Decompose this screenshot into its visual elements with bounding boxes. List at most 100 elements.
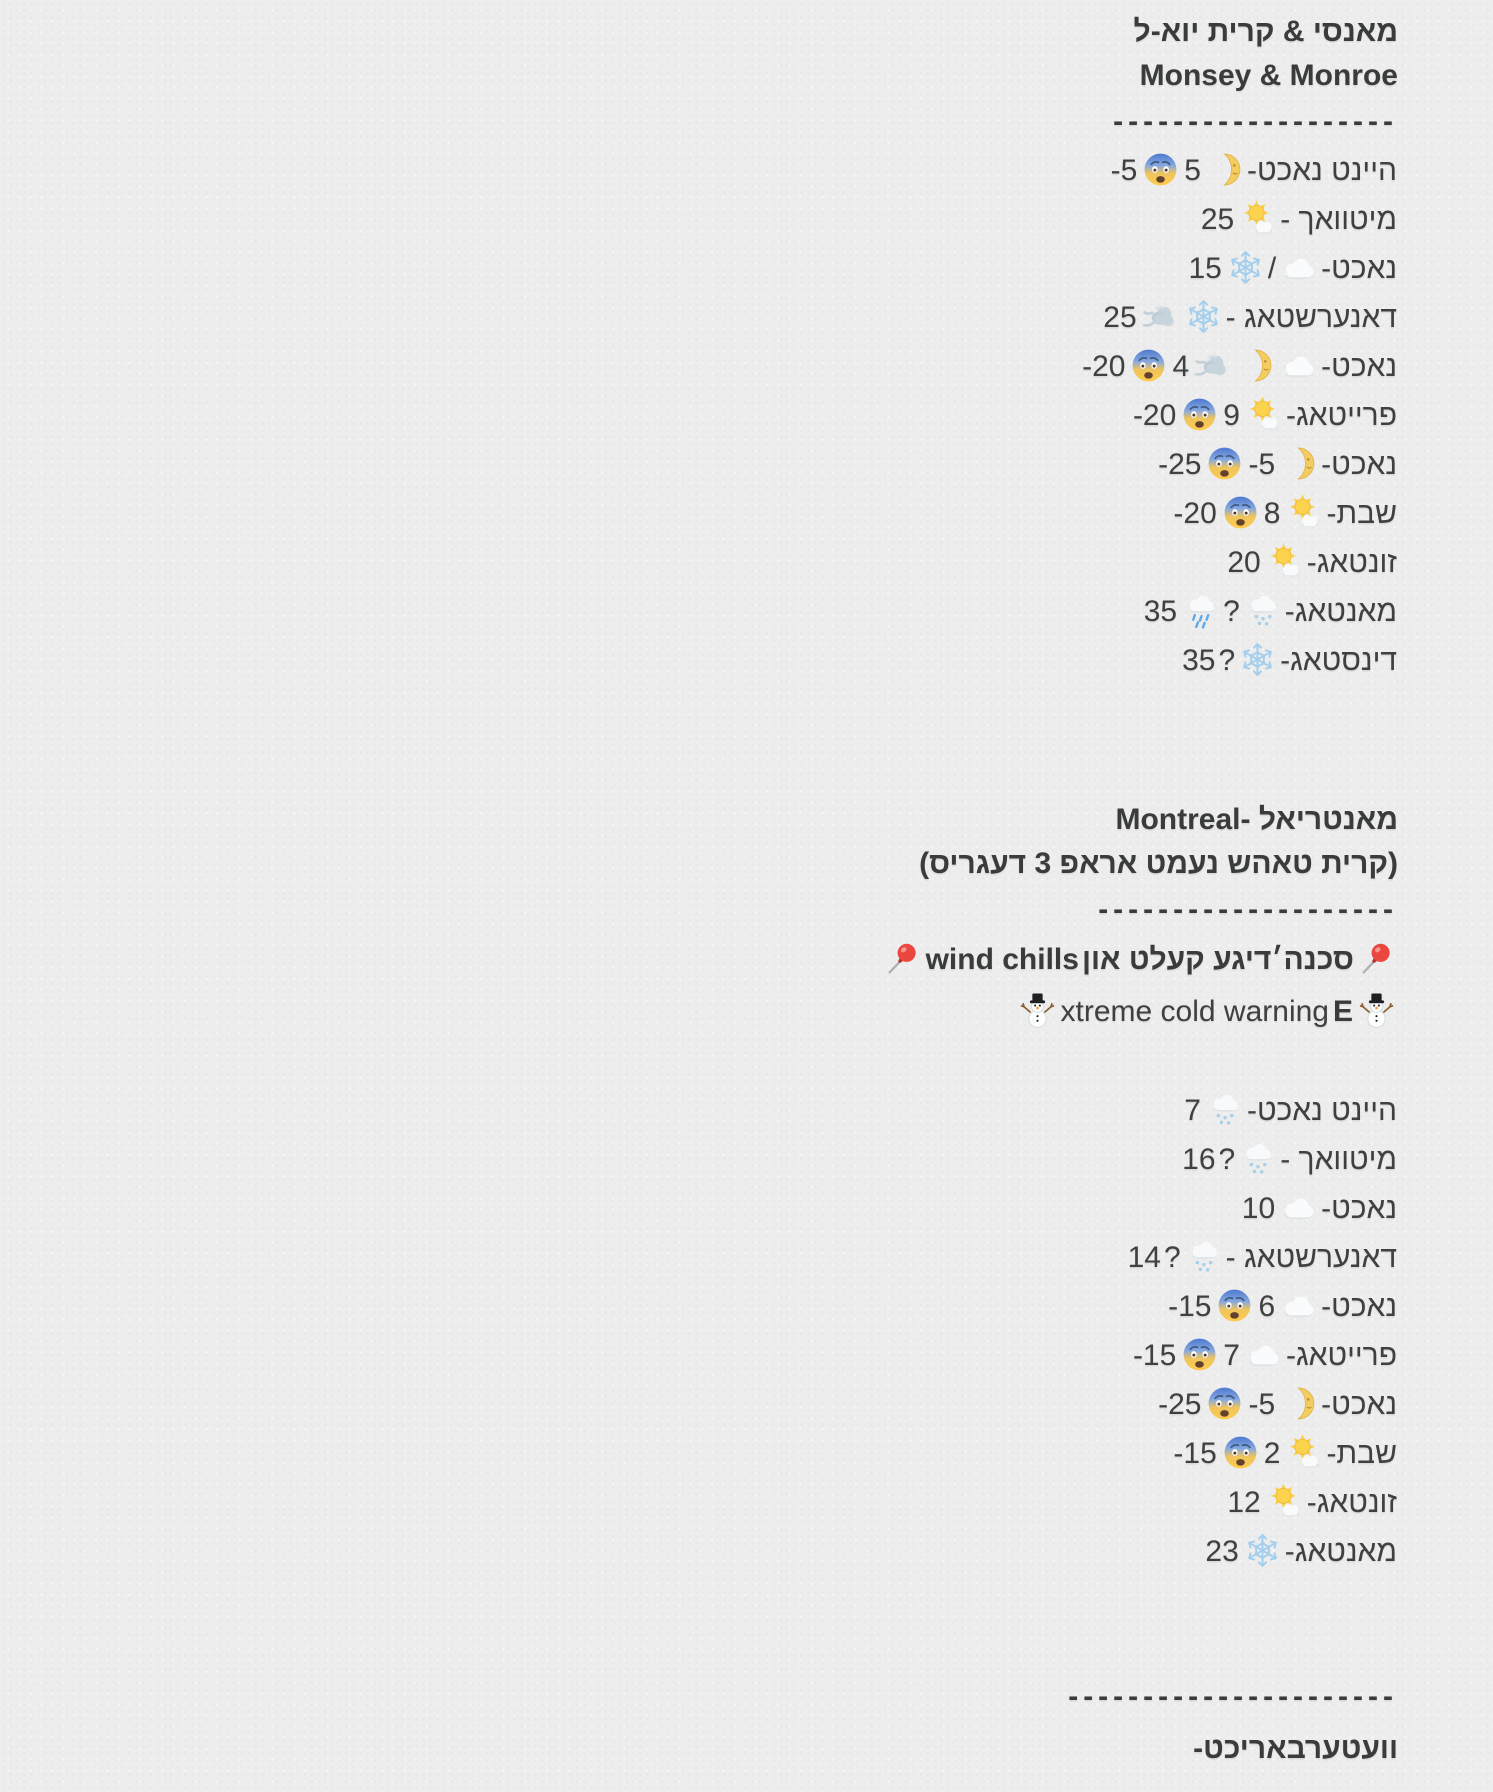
- text-run: 7: [1223, 1339, 1240, 1372]
- snowflake-icon: [1185, 298, 1222, 335]
- wind-gust-icon: [1194, 347, 1231, 384]
- forecast-line-wednesday: מיטוואך - 25: [881, 195, 1398, 244]
- text-run: פרייטאג-: [1285, 399, 1397, 432]
- text-run: היינט נאכט-: [1246, 154, 1397, 187]
- forecast-line-shabbos: שבת- 8 -20: [881, 489, 1398, 538]
- forecast-line-night: נאכט- -5 -25: [881, 1380, 1398, 1429]
- text-run: ?: [1223, 595, 1240, 628]
- text-run: פרייטאג-: [1285, 1339, 1397, 1372]
- forecast-line-night: נאכט- -5 -25: [881, 440, 1398, 489]
- cloud-icon: [1280, 347, 1317, 384]
- sun-behind-small-cloud-icon: [1239, 200, 1276, 237]
- text-run: -5: [1248, 1388, 1276, 1421]
- text-run: דינסטאג-: [1280, 644, 1397, 677]
- text-run: 6: [1258, 1290, 1276, 1323]
- forecast-line-night: נאכט- 6 -15: [881, 1282, 1398, 1331]
- text-run: 12: [1227, 1486, 1261, 1519]
- text-run: 15: [1188, 252, 1222, 285]
- fearful-face-icon: [1222, 1434, 1259, 1471]
- text-run: -20: [1082, 350, 1126, 383]
- text-run: נאכט-: [1321, 1192, 1397, 1225]
- text-run: -25: [1158, 448, 1202, 481]
- cloud-with-snow-icon: [1185, 1238, 1222, 1275]
- fearful-face-icon: [1206, 1385, 1243, 1422]
- text-run: זונטאג-: [1306, 1486, 1397, 1519]
- forecast-line-shabbos: שבת- 2 -15: [881, 1429, 1398, 1478]
- alert-wind-chills: סכנה׳דיגע קעלט אוןwind chills: [881, 934, 1398, 986]
- text-run: 35: [1182, 644, 1216, 677]
- sun-behind-small-cloud-icon: [1266, 1483, 1303, 1520]
- text-run: ?: [1218, 1143, 1236, 1176]
- text-run: 5: [1184, 154, 1201, 187]
- fearful-face-icon: [1181, 396, 1218, 433]
- sun-behind-small-cloud-icon: [1245, 396, 1282, 433]
- text-run: 25: [1200, 203, 1235, 236]
- text-run: 9: [1223, 399, 1240, 432]
- wind-gust-icon: [1142, 298, 1179, 335]
- text-run: נאכט-: [1321, 1388, 1397, 1421]
- text-run: מאנטאג-: [1284, 1535, 1397, 1568]
- text-run: שבת-: [1326, 1437, 1397, 1470]
- forecast-line-thursday: דאנערשטאג -?14: [881, 1233, 1398, 1282]
- text-run: -25: [1158, 1388, 1202, 1421]
- text-run: נאכט-: [1321, 448, 1397, 481]
- forecast-line-tuesday: דינסטאג-?35: [881, 636, 1398, 685]
- text-run: 2: [1263, 1437, 1281, 1470]
- text-run: 10: [1241, 1192, 1276, 1225]
- snowman-icon: [1358, 992, 1395, 1029]
- text-run: מיטוואך -: [1280, 203, 1397, 236]
- text-run: שבת-: [1326, 497, 1397, 530]
- cloud-with-snow-icon: [1206, 1091, 1243, 1128]
- section-title-hebrew: מאנסי & קרית יוא-ל: [1133, 15, 1398, 48]
- text-run: 8: [1263, 497, 1281, 530]
- text-run: -5: [1110, 154, 1138, 187]
- text-run: ?: [1163, 1241, 1181, 1274]
- fearful-face-icon: [1222, 494, 1259, 531]
- forecast-line-night: נאכט- 4 -20: [881, 342, 1398, 391]
- forecast-line-thursday: דאנערשטאג - 25: [881, 293, 1398, 342]
- text-run: מיטוואך -: [1280, 1143, 1397, 1176]
- first-quarter-moon-face-icon: [1280, 445, 1317, 482]
- section-monsey-monroe: מאנסי & קרית יוא-ל Monsey & Monroe -----…: [881, 10, 1398, 685]
- section-divider: -------------------: [1113, 105, 1398, 138]
- snowflake-icon: [1239, 641, 1276, 678]
- snowflake-icon: [1227, 249, 1264, 286]
- weather-report: מאנסי & קרית יוא-ל Monsey & Monroe -----…: [881, 10, 1398, 1771]
- text-run: xtreme cold warning: [1060, 995, 1329, 1028]
- text-run: היינט נאכט-: [1246, 1094, 1397, 1127]
- forecast-line-tonight: היינט נאכט- 5 -5: [881, 146, 1398, 195]
- cloud-with-rain-icon: [1182, 592, 1219, 629]
- section-divider: --------------------: [1098, 893, 1398, 926]
- first-quarter-moon-face-icon: [1280, 1385, 1317, 1422]
- section-title: מאנטריאל -Montreal: [1115, 803, 1398, 836]
- text-run: מאנטאג-: [1284, 595, 1397, 628]
- cloud-icon: [1280, 1287, 1317, 1324]
- text-run: 25: [1103, 301, 1137, 334]
- pushpin-icon: [884, 940, 921, 977]
- text-run: /: [1267, 252, 1277, 285]
- text-run: 20: [1227, 546, 1261, 579]
- text-run: -5: [1248, 448, 1276, 481]
- forecast-line-night: נאכט- 10: [881, 1184, 1398, 1233]
- forecast-line-monday: מאנטאג-? 35: [881, 587, 1398, 636]
- first-quarter-moon-face-icon: [1206, 151, 1243, 188]
- text-run: נאכט-: [1321, 1290, 1397, 1323]
- fearful-face-icon: [1181, 1336, 1218, 1373]
- text-run: -15: [1132, 1339, 1177, 1372]
- text-run: -15: [1168, 1290, 1212, 1323]
- fearful-face-icon: [1216, 1287, 1253, 1324]
- footer-signature: וועטערבאריכט-: [1193, 1732, 1398, 1765]
- fearful-face-icon: [1142, 151, 1179, 188]
- text-run: נאכט-: [1321, 350, 1397, 383]
- text-run: -20: [1173, 497, 1217, 530]
- text-run: 16: [1182, 1143, 1216, 1176]
- forecast-line-sunday: זונטאג- 20: [881, 538, 1398, 587]
- text-run: 23: [1205, 1535, 1239, 1568]
- cloud-icon: [1245, 1336, 1282, 1373]
- spacer: [881, 1038, 1398, 1086]
- text-run: דאנערשטאג -: [1225, 1241, 1397, 1274]
- report-footer: ---------------------- וועטערבאריכט-: [881, 1673, 1398, 1771]
- text-run: 7: [1184, 1094, 1201, 1127]
- text-run: סכנה׳דיגע קעלט און: [1081, 943, 1354, 976]
